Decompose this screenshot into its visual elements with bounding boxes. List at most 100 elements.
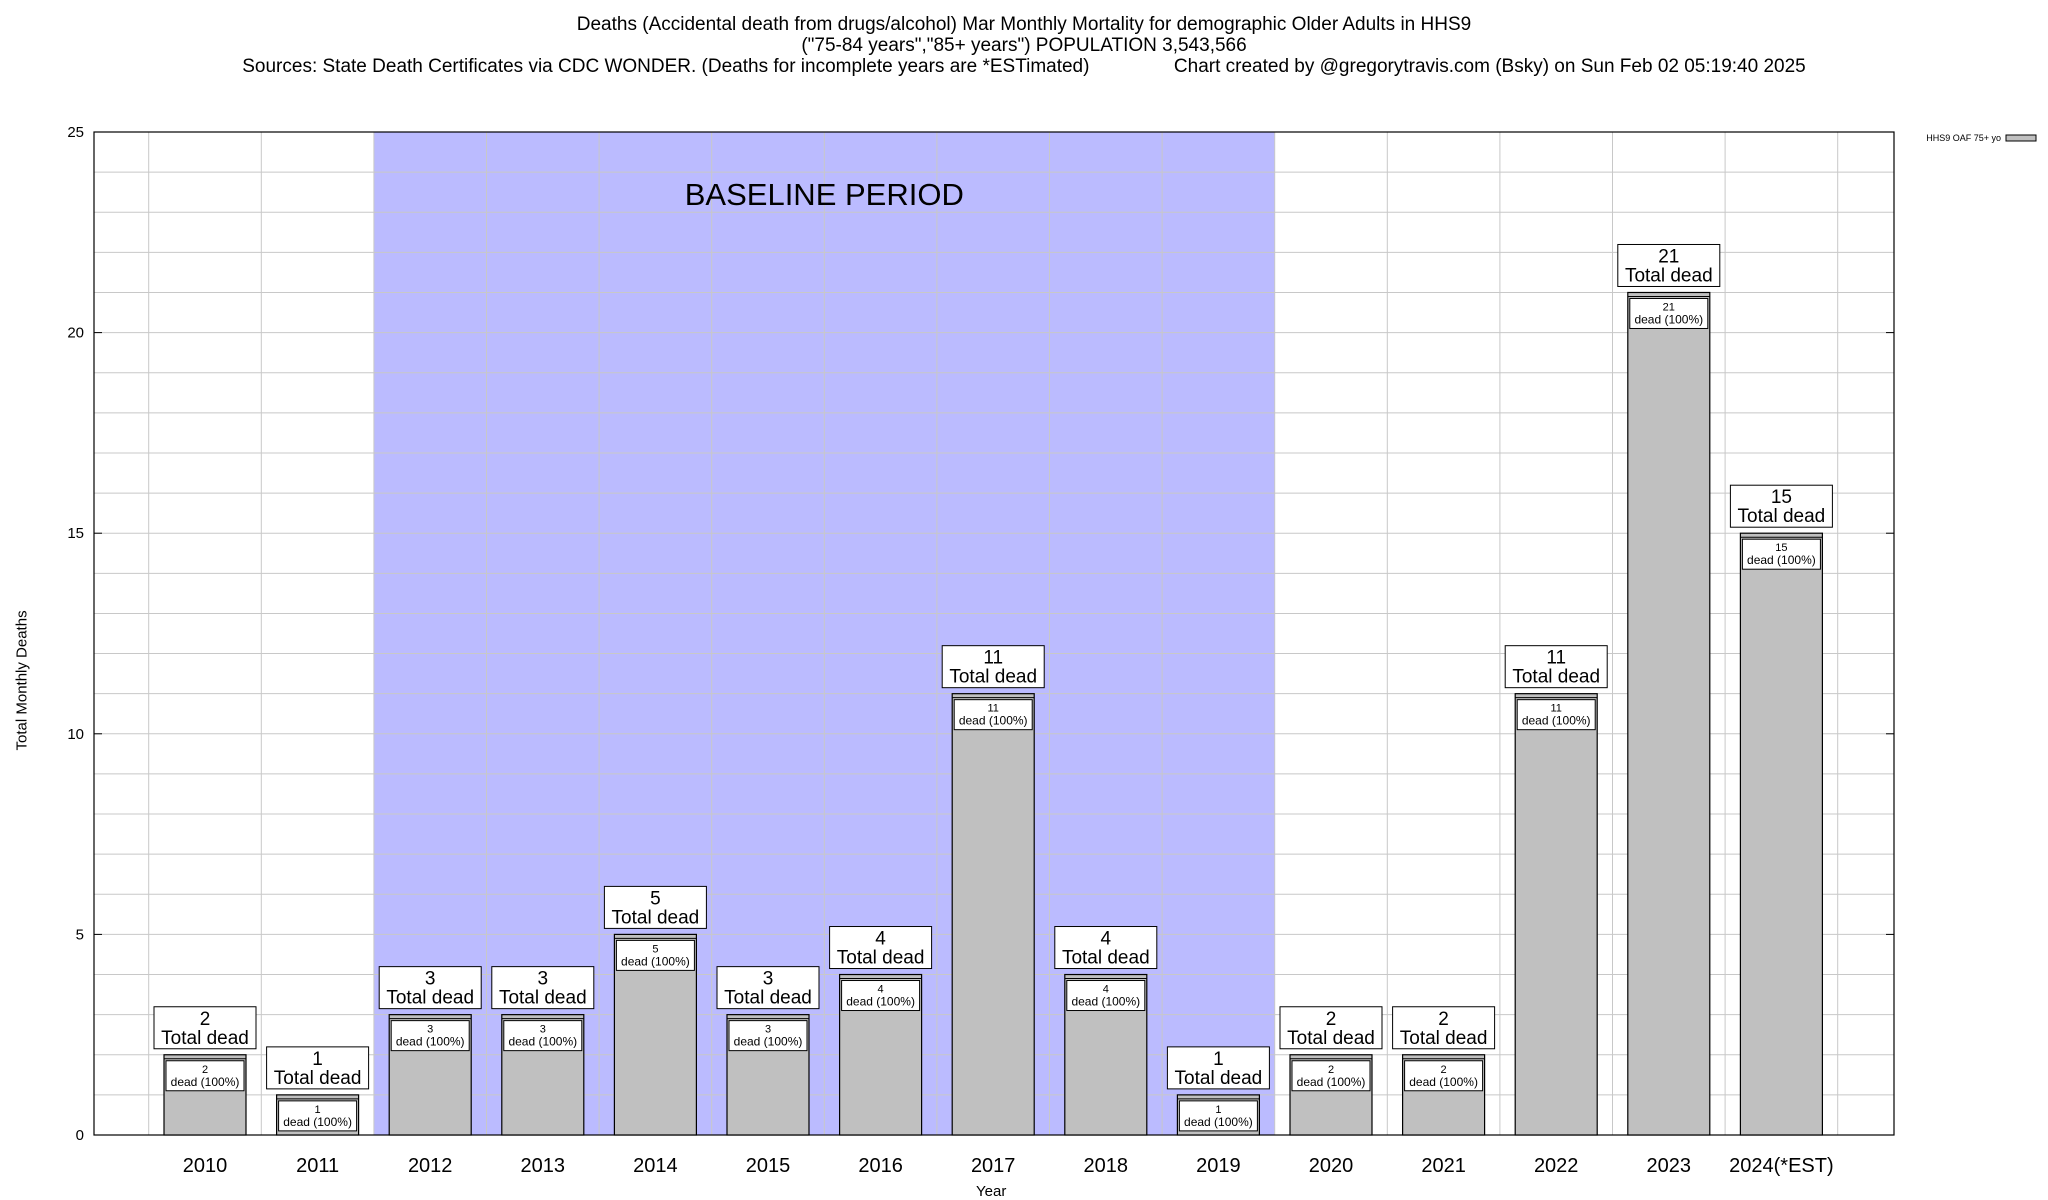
x-tick-label: 2018 [1084, 1155, 1129, 1177]
total-label-text: Total dead [499, 988, 587, 1009]
segment-label-box [390, 1020, 470, 1052]
total-label-box [153, 1006, 257, 1050]
segment-label-box [165, 1060, 245, 1092]
total-label-count: 1 [312, 1049, 323, 1070]
total-label-count: 3 [425, 969, 436, 990]
segment-label-box [728, 1020, 808, 1052]
x-tick-label: 2019 [1196, 1155, 1241, 1177]
total-label-count: 1 [1213, 1049, 1224, 1070]
total-label-text: Total dead [837, 948, 925, 969]
segment-label-count: 3 [540, 1024, 546, 1036]
bar [951, 693, 1035, 1136]
segment-label-box [1178, 1100, 1258, 1132]
total-label-box [491, 966, 595, 1010]
segment-label-box [1741, 538, 1821, 570]
total-label-count: 5 [650, 888, 661, 909]
segment-label-count: 4 [878, 984, 884, 996]
segment-label-text: dead (100%) [1522, 714, 1591, 728]
total-label-box [1054, 926, 1158, 970]
x-tick-label: 2014 [633, 1155, 678, 1177]
legend-swatch [2005, 134, 2037, 142]
title-line-3: Sources: State Death Certificates via CD… [242, 56, 1806, 77]
total-label-count: 21 [1658, 246, 1679, 267]
segment-label-text: dead (100%) [1634, 312, 1703, 326]
total-label-text: Total dead [1512, 667, 1600, 688]
total-label-text: Total dead [1738, 506, 1826, 527]
bar [1627, 291, 1711, 1136]
x-tick-label: 2022 [1534, 1155, 1579, 1177]
total-label-box [1166, 1046, 1270, 1090]
segment-label-text: dead (100%) [846, 995, 915, 1009]
x-tick-label: 2024(*EST) [1729, 1155, 1834, 1177]
segment-label-count: 15 [1775, 542, 1787, 554]
total-label-count: 3 [763, 969, 774, 990]
total-label-box [716, 966, 820, 1010]
total-label-text: Total dead [724, 988, 812, 1009]
segment-label-text: dead (100%) [621, 954, 690, 968]
segment-label-box [1629, 297, 1709, 329]
total-label-text: Total dead [949, 667, 1037, 688]
x-tick-label: 2015 [746, 1155, 791, 1177]
total-label-text: Total dead [386, 988, 474, 1009]
segment-label-box [953, 699, 1033, 731]
segment-label-text: dead (100%) [1297, 1075, 1366, 1089]
segment-label-text: dead (100%) [283, 1115, 352, 1129]
y-tick-label: 10 [67, 726, 84, 743]
total-label-count: 11 [1546, 648, 1566, 669]
total-label-text: Total dead [1062, 948, 1150, 969]
segment-label-count: 3 [765, 1024, 771, 1036]
total-label-text: Total dead [1287, 1028, 1375, 1049]
total-label-box [378, 966, 482, 1010]
total-label-text: Total dead [1400, 1028, 1488, 1049]
segment-label-count: 2 [1328, 1064, 1334, 1076]
segment-label-count: 21 [1663, 301, 1675, 313]
segment-label-box [615, 939, 695, 971]
segment-label-text: dead (100%) [396, 1035, 465, 1049]
segment-label-count: 11 [1550, 703, 1561, 715]
x-tick-label: 2010 [183, 1155, 228, 1177]
total-label-box [1392, 1006, 1496, 1050]
total-label-text: Total dead [274, 1068, 362, 1089]
total-label-text: Total dead [161, 1028, 249, 1049]
chart-title: Deaths (Accidental death from drugs/alco… [0, 14, 2048, 77]
baseline-period-label: BASELINE PERIOD [685, 177, 964, 212]
segment-label-box [503, 1020, 583, 1052]
segment-label-text: dead (100%) [1071, 995, 1140, 1009]
title-line-2: ("75-84 years","85+ years") POPULATION 3… [801, 35, 1247, 56]
bar [1514, 693, 1598, 1136]
segment-label-box [1066, 980, 1146, 1012]
y-tick-label: 5 [76, 926, 84, 943]
total-label-box [266, 1046, 370, 1090]
x-axis-label: Year [976, 1183, 1007, 1200]
segment-label-count: 2 [1441, 1064, 1447, 1076]
y-tick-label: 15 [67, 525, 84, 542]
total-label-text: Total dead [612, 907, 700, 928]
x-tick-label: 2012 [408, 1155, 453, 1177]
total-label-box [829, 926, 933, 970]
segment-label-text: dead (100%) [1747, 553, 1816, 567]
segment-label-text: dead (100%) [1184, 1115, 1253, 1129]
segment-label-count: 4 [1103, 984, 1109, 996]
x-tick-label: 2017 [971, 1155, 1016, 1177]
total-label-text: Total dead [1175, 1068, 1263, 1089]
segment-label-text: dead (100%) [959, 714, 1028, 728]
segment-label-text: dead (100%) [734, 1035, 803, 1049]
legend-label: HHS9 OAF 75+ yo [1926, 133, 2001, 143]
segment-label-box [1404, 1060, 1484, 1092]
y-tick-label: 20 [67, 325, 84, 342]
segment-label-box [841, 980, 921, 1012]
total-label-count: 15 [1771, 487, 1792, 508]
x-tick-label: 2020 [1309, 1155, 1354, 1177]
y-axis-label: Total Monthly Deaths [13, 610, 31, 751]
total-label-count: 11 [983, 648, 1003, 669]
y-tick-label: 0 [76, 1127, 84, 1144]
total-label-box [1279, 1006, 1383, 1050]
x-tick-label: 2023 [1647, 1155, 1692, 1177]
total-label-count: 2 [1326, 1009, 1337, 1030]
segment-label-box [1291, 1060, 1371, 1092]
x-tick-label: 2013 [521, 1155, 566, 1177]
total-label-box [1617, 243, 1721, 287]
total-label-count: 2 [1438, 1009, 1449, 1030]
total-label-count: 2 [200, 1009, 211, 1030]
